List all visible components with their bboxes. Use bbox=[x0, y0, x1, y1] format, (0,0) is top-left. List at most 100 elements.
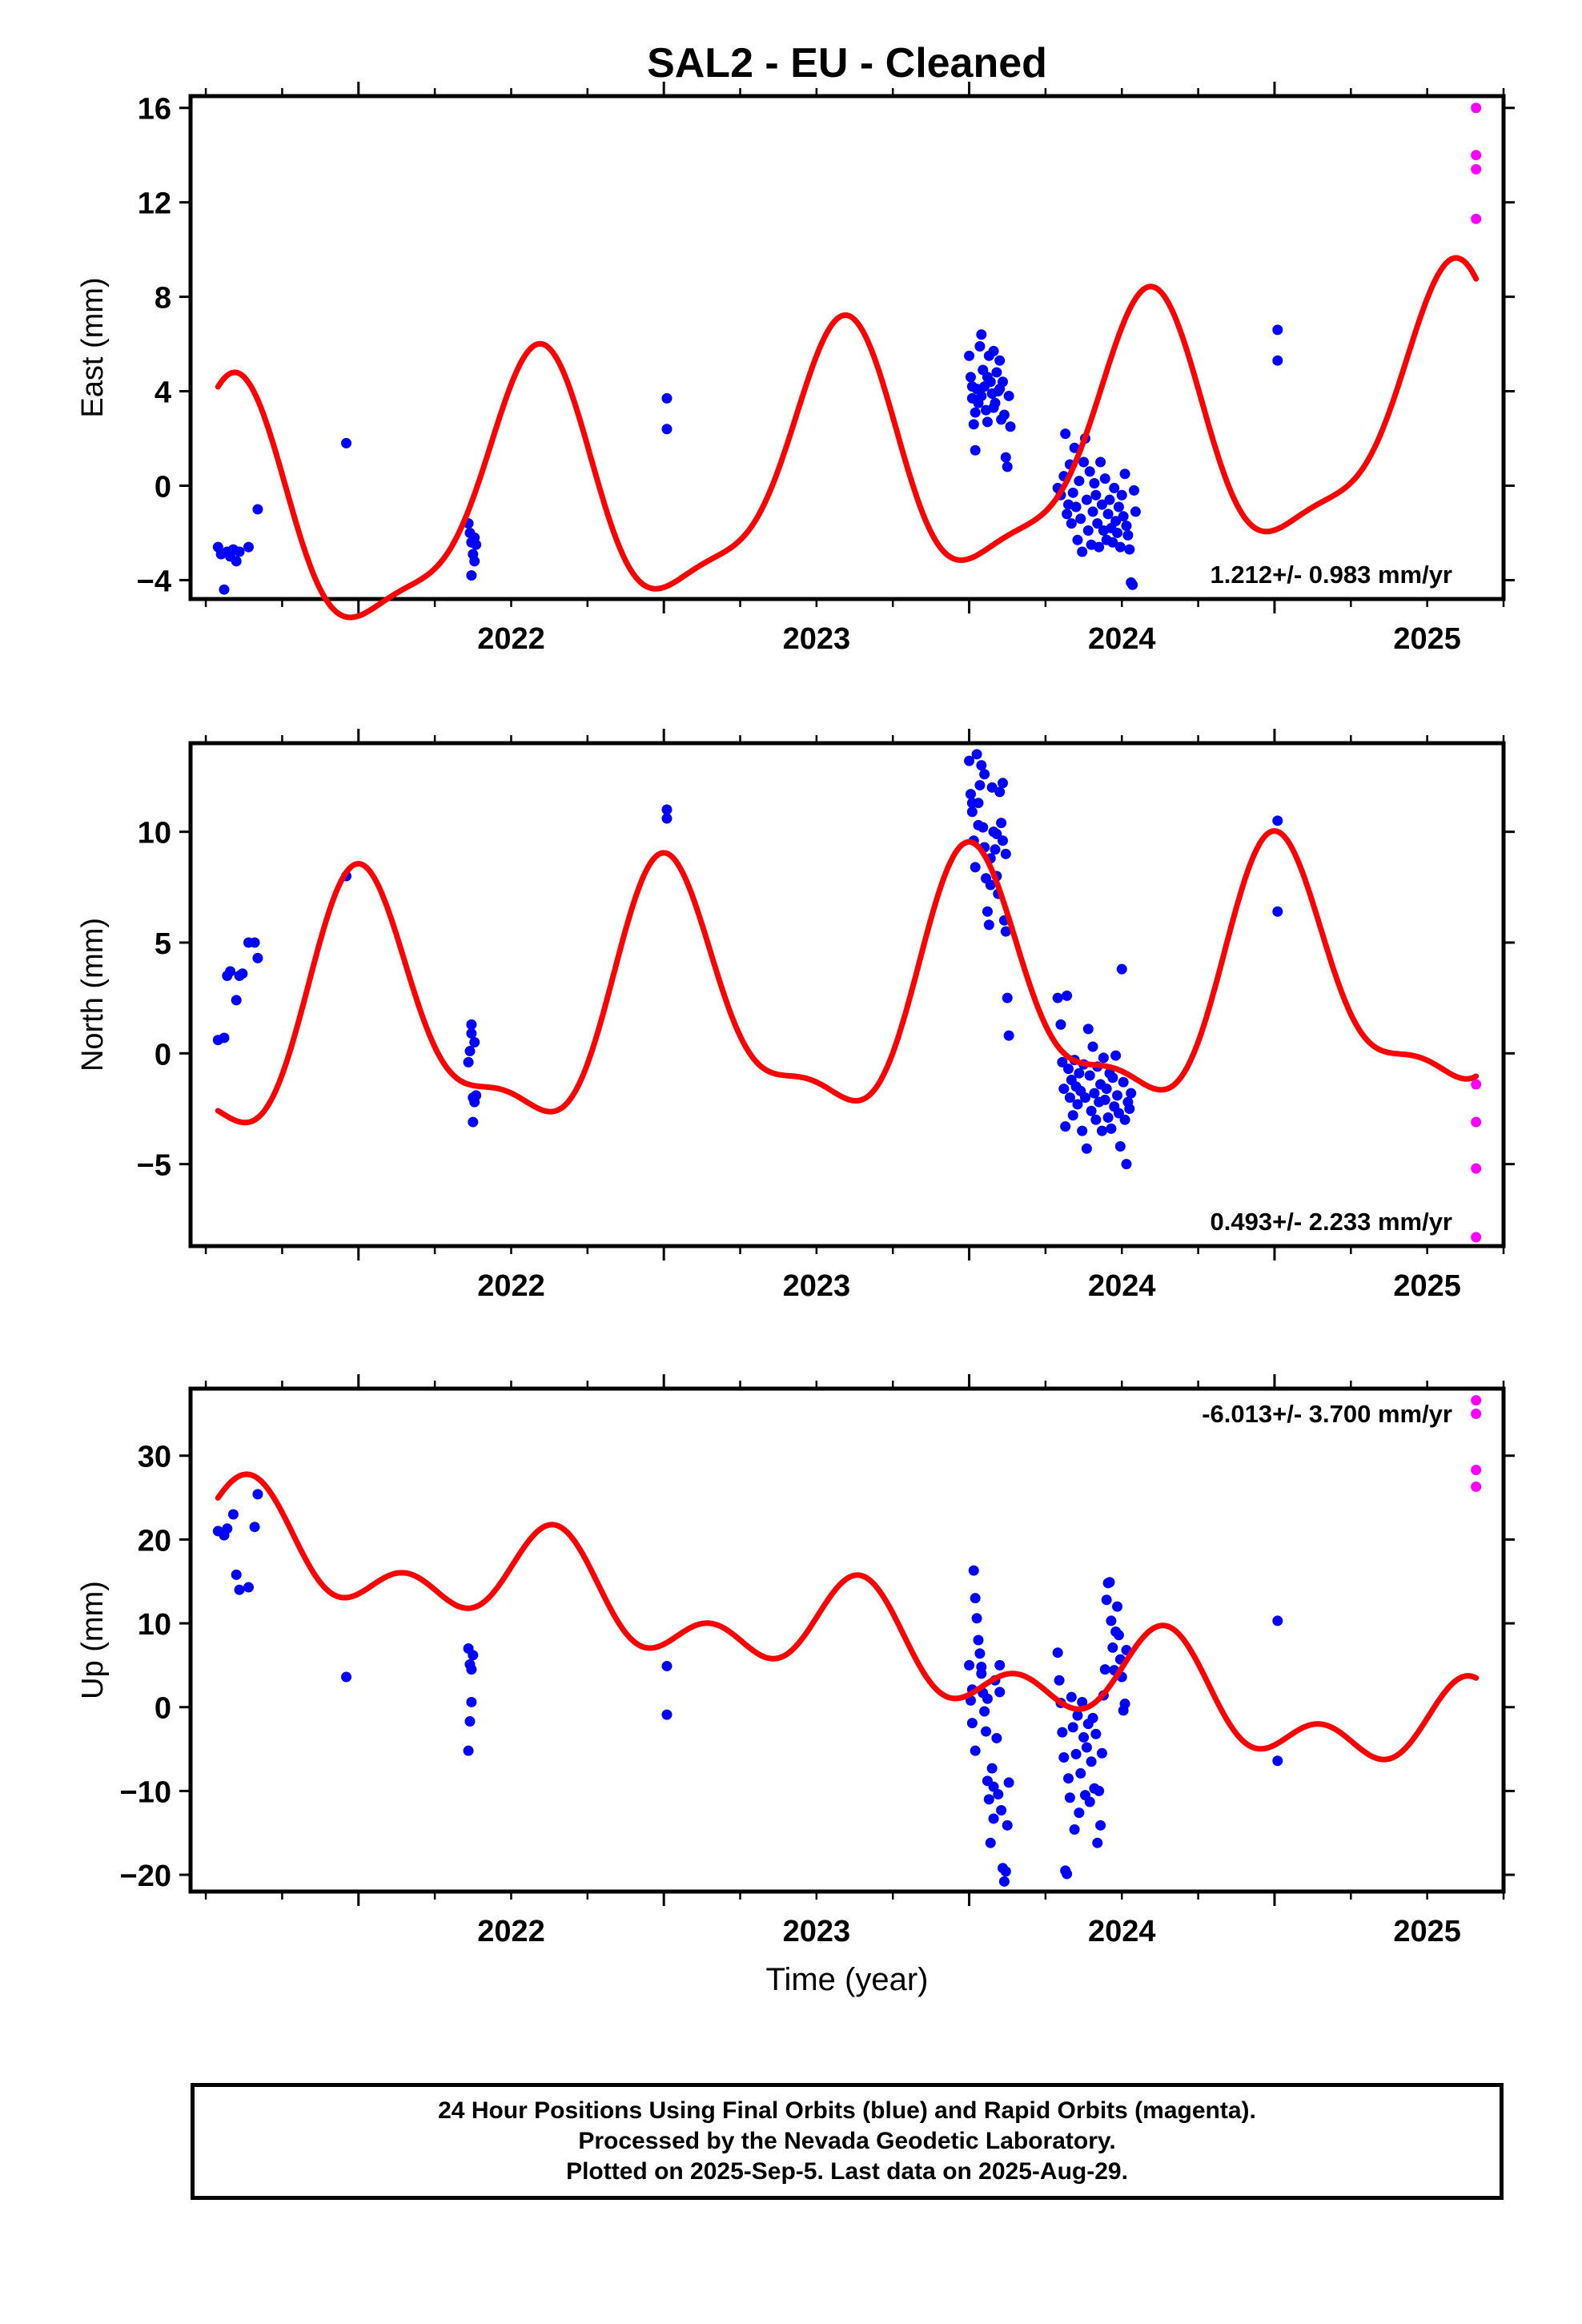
east-final-point bbox=[1272, 324, 1283, 336]
north-ytick-label: 0 bbox=[155, 1038, 171, 1072]
up-final-point bbox=[1002, 1819, 1013, 1831]
up-final-point bbox=[1119, 1699, 1130, 1710]
up-final-point bbox=[1000, 1866, 1011, 1877]
up-final-point bbox=[986, 1763, 998, 1774]
north-final-point bbox=[1052, 992, 1063, 1003]
east-final-point bbox=[1096, 499, 1107, 510]
east-ytick-label: 12 bbox=[138, 187, 171, 221]
north-final-point bbox=[1113, 1108, 1124, 1119]
north-final-point bbox=[225, 966, 236, 977]
east-rapid-point bbox=[1471, 150, 1482, 161]
footer-note: 24 Hour Positions Using Final Orbits (bl… bbox=[191, 2083, 1504, 2200]
north-rate-label: 0.493+/- 2.233 mm/yr bbox=[1211, 1208, 1452, 1236]
east-final-point bbox=[976, 390, 987, 401]
east-xtick-label: 2023 bbox=[783, 622, 851, 656]
up-ylabel: Up (mm) bbox=[76, 1581, 110, 1699]
north-final-point bbox=[986, 782, 998, 793]
east-final-point bbox=[998, 409, 1010, 420]
up-final-point bbox=[1070, 1748, 1082, 1759]
footer-line-3: Plotted on 2025-Sep-5. Last data on 2025… bbox=[566, 2158, 1128, 2185]
north-final-point bbox=[1116, 963, 1127, 975]
east-final-point bbox=[1074, 476, 1085, 487]
up-final-point bbox=[1057, 1727, 1068, 1738]
north-final-point bbox=[1101, 1084, 1112, 1095]
north-final-point bbox=[982, 906, 993, 917]
up-ytick-label: 30 bbox=[138, 1441, 171, 1474]
north-xtick-label: 2023 bbox=[783, 1269, 851, 1303]
up-xtick-label: 2022 bbox=[477, 1915, 545, 1948]
up-final-point bbox=[974, 1648, 986, 1659]
east-final-point bbox=[988, 402, 999, 413]
north-rapid-point bbox=[1471, 1232, 1482, 1243]
panel-north: −5 0 5 10 2022 2023 2024 2025 North (mm) 0.493+/-… bbox=[76, 729, 1515, 1303]
east-final-point bbox=[988, 345, 999, 356]
east-xtick-label: 2024 bbox=[1088, 622, 1156, 656]
east-final-point bbox=[466, 570, 477, 581]
up-final-point bbox=[463, 1745, 474, 1756]
up-final-point bbox=[996, 1804, 1007, 1815]
east-final-point bbox=[1084, 466, 1095, 477]
east-final-point bbox=[1070, 501, 1082, 513]
east-ytick-label: 16 bbox=[138, 93, 171, 127]
north-final-point bbox=[463, 1056, 474, 1068]
north-xtick-label: 2024 bbox=[1088, 1269, 1156, 1303]
north-final-point bbox=[1110, 1050, 1122, 1061]
east-final-point bbox=[982, 372, 993, 383]
north-final-point bbox=[1098, 1052, 1109, 1063]
up-final-point bbox=[1112, 1601, 1123, 1612]
up-final-point bbox=[971, 1613, 982, 1624]
up-final-point bbox=[1272, 1615, 1283, 1626]
up-final-point bbox=[1087, 1712, 1098, 1723]
north-final-point bbox=[1067, 1110, 1078, 1121]
east-ytick-label: 0 bbox=[155, 470, 171, 504]
north-xtick-label: 2025 bbox=[1393, 1269, 1461, 1303]
east-final-point bbox=[1124, 544, 1135, 555]
east-final-point bbox=[1110, 516, 1122, 527]
up-final-point bbox=[964, 1659, 975, 1671]
up-final-point bbox=[1072, 1710, 1083, 1721]
up-final-point bbox=[1099, 1664, 1110, 1675]
up-final-point bbox=[1094, 1785, 1105, 1796]
up-final-point bbox=[979, 1706, 990, 1717]
up-final-point bbox=[1107, 1642, 1118, 1653]
north-final-point bbox=[1060, 1121, 1071, 1132]
east-final-point bbox=[661, 424, 673, 435]
up-final-point bbox=[1272, 1755, 1283, 1767]
up-frame bbox=[188, 1386, 1506, 1894]
chart-title: SAL2 - EU - Cleaned bbox=[647, 40, 1047, 86]
east-final-point bbox=[1102, 509, 1114, 520]
north-final-point bbox=[661, 813, 673, 824]
up-final-point bbox=[968, 1565, 979, 1576]
north-final-point bbox=[1072, 1099, 1083, 1110]
north-final-point bbox=[468, 1116, 479, 1128]
east-final-point bbox=[1081, 494, 1092, 505]
up-final-point bbox=[1113, 1630, 1124, 1641]
up-xtick-label: 2023 bbox=[783, 1915, 851, 1948]
east-final-point bbox=[1078, 456, 1090, 468]
up-final-point bbox=[464, 1716, 476, 1727]
east-frame bbox=[188, 94, 1506, 601]
north-final-point bbox=[1121, 1159, 1132, 1170]
north-final-point bbox=[966, 806, 978, 818]
north-final-point bbox=[991, 828, 1002, 839]
north-ytick-label: −5 bbox=[137, 1149, 171, 1183]
north-final-point bbox=[1102, 1112, 1114, 1124]
north-final-point bbox=[1118, 1076, 1129, 1088]
east-final-point bbox=[1104, 494, 1115, 505]
north-final-point bbox=[466, 1019, 477, 1030]
up-final-point bbox=[991, 1732, 1002, 1743]
north-final-point bbox=[994, 786, 1006, 798]
north-final-point bbox=[1000, 926, 1011, 937]
north-final-point bbox=[661, 804, 673, 815]
east-final-point bbox=[964, 350, 975, 361]
up-final-point bbox=[1063, 1773, 1074, 1784]
north-final-point bbox=[1079, 1092, 1090, 1104]
east-rapid-point bbox=[1471, 213, 1482, 224]
north-final-point bbox=[1086, 1105, 1097, 1116]
east-final-point bbox=[469, 532, 480, 543]
up-final-point bbox=[988, 1813, 999, 1824]
north-final-point bbox=[1090, 1114, 1102, 1125]
east-final-point bbox=[252, 504, 263, 515]
north-ylabel: North (mm) bbox=[76, 918, 110, 1072]
east-final-point bbox=[994, 384, 1006, 395]
